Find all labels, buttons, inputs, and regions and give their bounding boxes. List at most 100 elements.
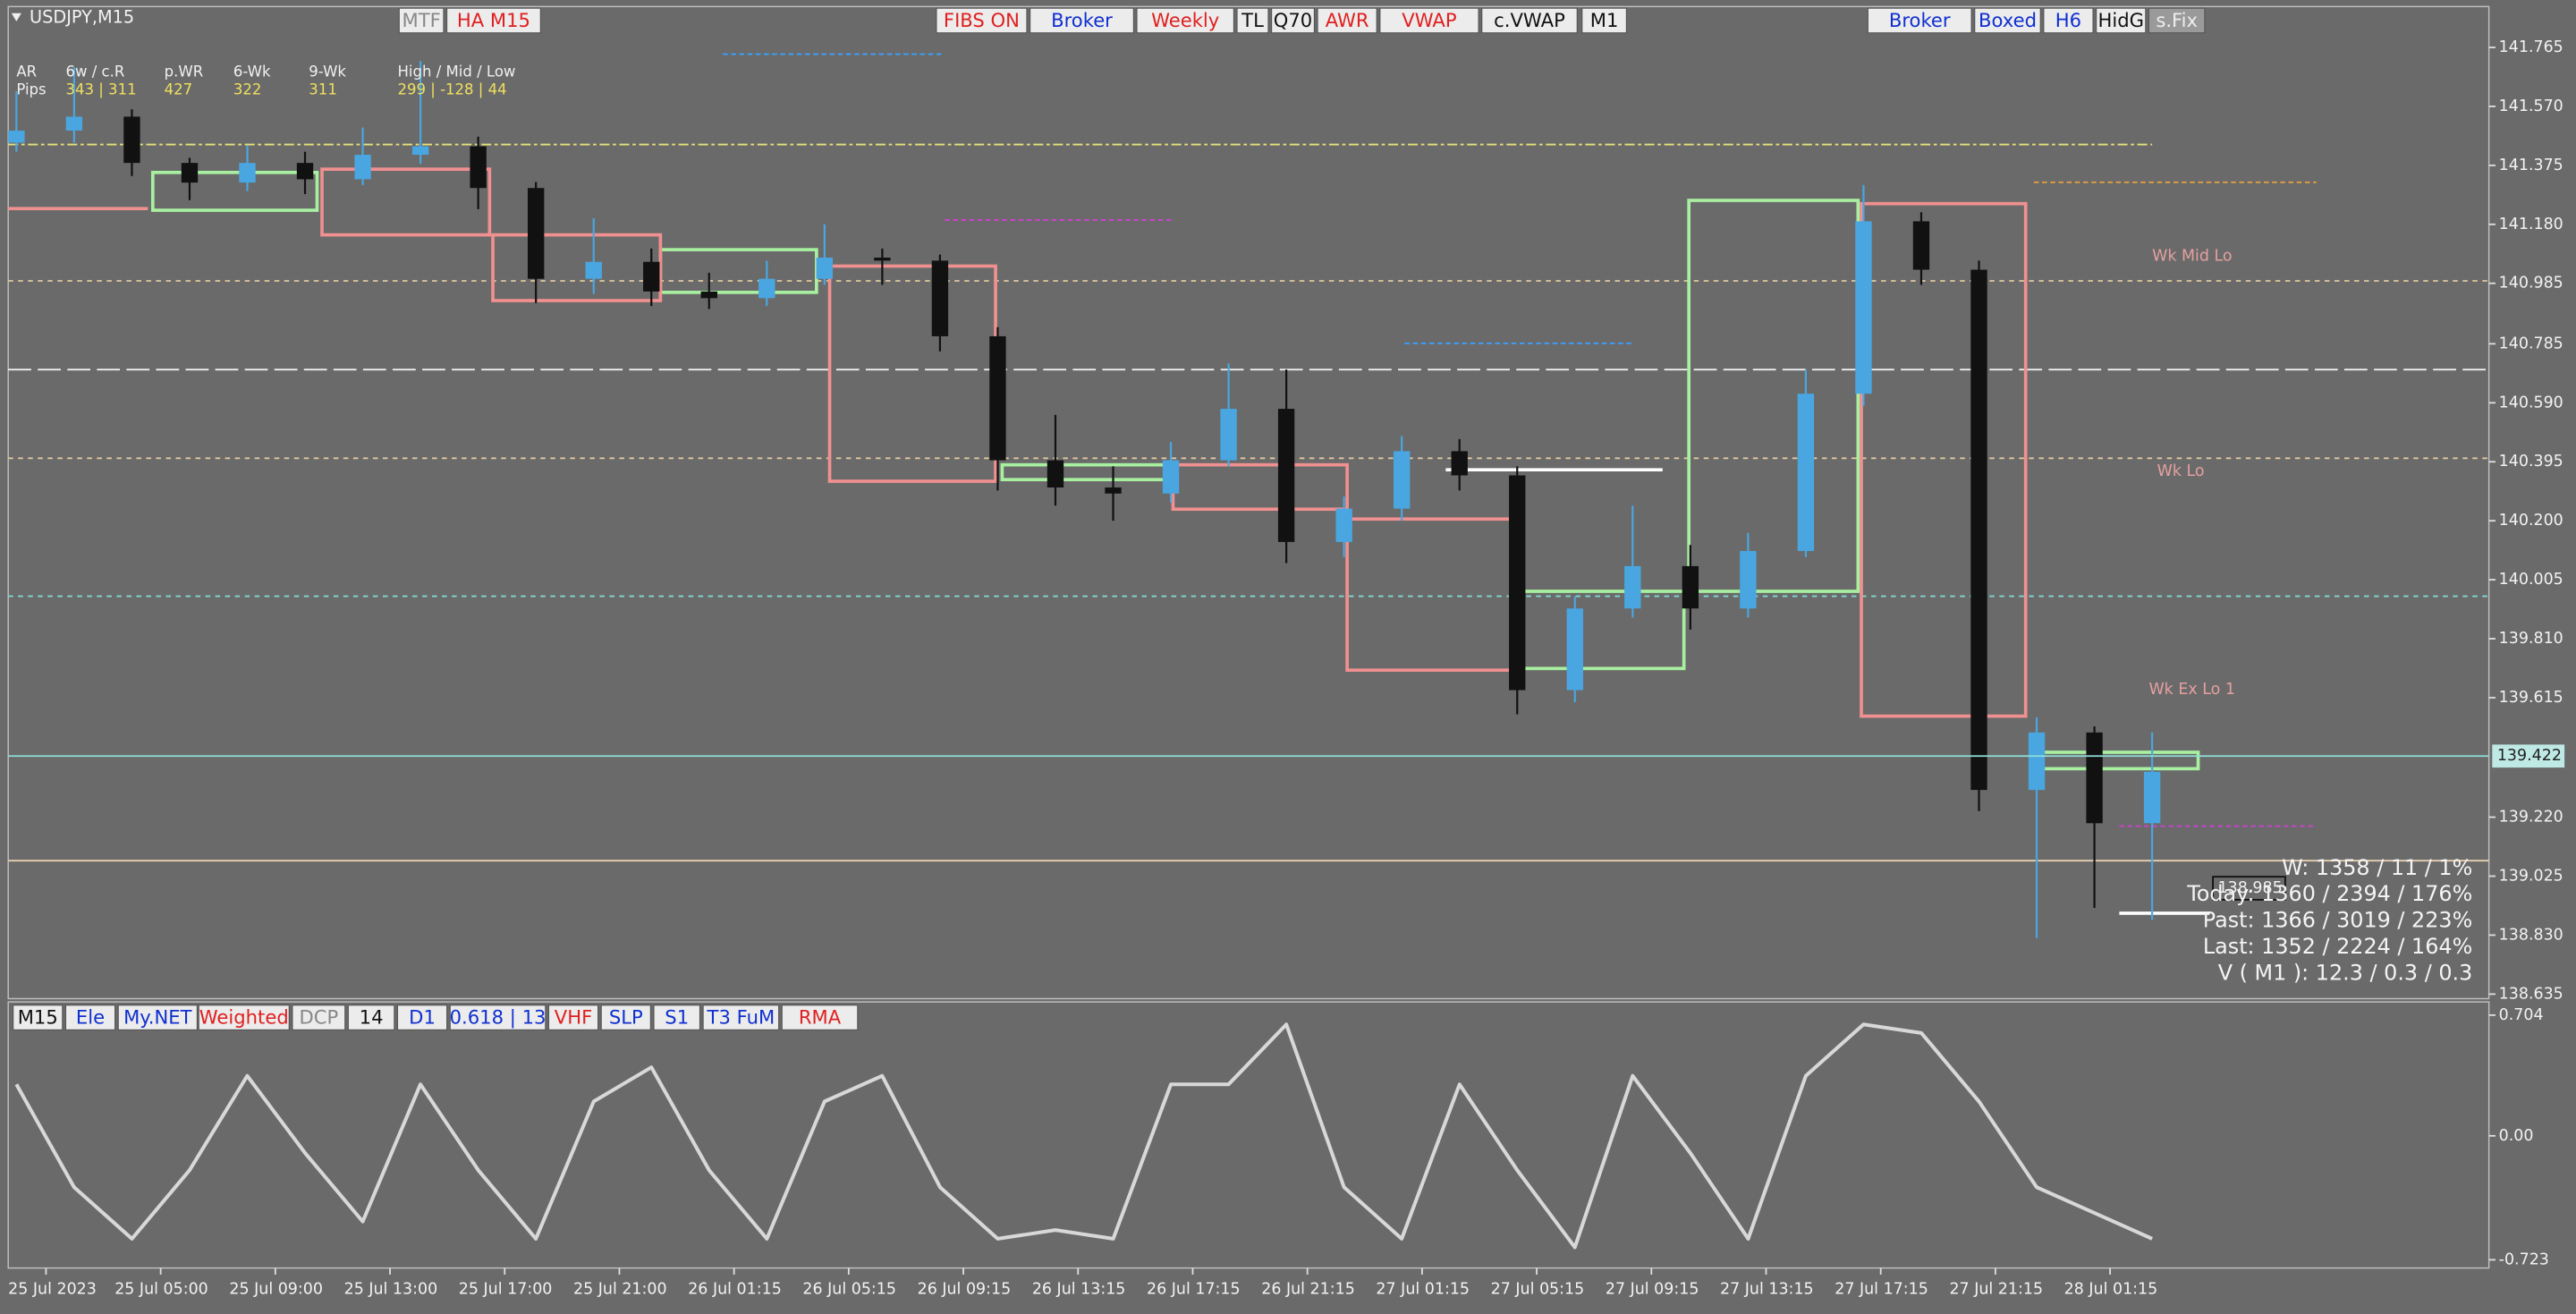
candle-body bbox=[1740, 550, 1757, 609]
button-label[interactable]: HidG bbox=[2097, 9, 2144, 31]
button[interactable] bbox=[117, 1005, 198, 1030]
button[interactable] bbox=[547, 1005, 599, 1030]
button-label[interactable]: SLP bbox=[609, 1005, 643, 1028]
button-label[interactable]: 0.618 | 13 bbox=[450, 1005, 547, 1029]
candle-body bbox=[700, 291, 717, 299]
ha-box bbox=[320, 167, 492, 237]
button-label[interactable]: TL bbox=[1241, 9, 1264, 31]
button[interactable] bbox=[64, 1005, 116, 1030]
button[interactable] bbox=[2148, 7, 2206, 34]
candle-body bbox=[816, 258, 834, 279]
y-tick-label: 139.615 bbox=[2499, 689, 2563, 707]
button[interactable] bbox=[1317, 7, 1377, 34]
button-label[interactable]: HA M15 bbox=[457, 9, 530, 31]
candle-body bbox=[1105, 487, 1122, 494]
candle-body bbox=[1855, 221, 1872, 394]
button-label[interactable]: FIBS ON bbox=[944, 9, 1020, 31]
button[interactable] bbox=[1136, 7, 1234, 34]
button[interactable] bbox=[1581, 7, 1627, 34]
y-tick-label: 0.704 bbox=[2499, 1006, 2544, 1024]
stat-line: Last: 1352 / 2224 / 164% bbox=[2203, 934, 2472, 959]
candle-body bbox=[181, 163, 199, 183]
button-label[interactable]: T3 FuM bbox=[707, 1005, 775, 1028]
y-tick-label: 140.590 bbox=[2499, 394, 2563, 411]
button-label[interactable]: DCP bbox=[299, 1005, 338, 1028]
button-label[interactable]: Weekly bbox=[1151, 9, 1219, 31]
button-label[interactable]: M1 bbox=[1590, 9, 1619, 31]
button[interactable] bbox=[347, 1005, 395, 1030]
x-tick-label: 27 Jul 21:15 bbox=[1949, 1280, 2043, 1298]
x-tick-label: 26 Jul 21:15 bbox=[1261, 1280, 1355, 1298]
osc-line bbox=[14, 1022, 2153, 1250]
x-tick-label: 26 Jul 17:15 bbox=[1147, 1280, 1241, 1298]
candle-body bbox=[989, 335, 1006, 461]
button-label[interactable]: Ele bbox=[76, 1005, 105, 1028]
y-tick-label: 139.810 bbox=[2499, 630, 2563, 648]
candle-body bbox=[2028, 732, 2046, 791]
button-label[interactable]: AWR bbox=[1326, 9, 1369, 31]
button-label[interactable]: S1 bbox=[665, 1005, 689, 1028]
candle-body bbox=[411, 146, 429, 156]
button[interactable] bbox=[396, 1005, 448, 1030]
button-label[interactable]: RMA bbox=[799, 1005, 842, 1028]
info-header: 6-Wk bbox=[233, 63, 271, 80]
button[interactable] bbox=[2096, 7, 2147, 34]
button[interactable] bbox=[781, 1005, 859, 1030]
button-label[interactable]: My.NET bbox=[123, 1005, 192, 1028]
button[interactable] bbox=[198, 1005, 290, 1030]
button[interactable] bbox=[1974, 7, 2041, 34]
button-label[interactable]: Weighted bbox=[199, 1005, 289, 1028]
button[interactable] bbox=[449, 1005, 547, 1030]
candle-body bbox=[527, 188, 545, 279]
current-price-label: 139.422 bbox=[2497, 747, 2562, 765]
button[interactable] bbox=[1271, 7, 1315, 34]
button-label[interactable]: 14 bbox=[360, 1005, 384, 1028]
button[interactable] bbox=[13, 1005, 64, 1030]
button[interactable] bbox=[398, 7, 445, 34]
candle-body bbox=[65, 116, 83, 131]
button[interactable] bbox=[1379, 7, 1479, 34]
button[interactable] bbox=[1481, 7, 1578, 34]
info-value: 343 | 311 bbox=[65, 81, 136, 97]
x-tick-label: 25 Jul 21:00 bbox=[573, 1280, 667, 1298]
candle-body bbox=[1970, 269, 1987, 791]
button-label[interactable]: s.Fix bbox=[2156, 9, 2198, 31]
candle-body bbox=[1682, 565, 1699, 609]
button-label[interactable]: Boxed bbox=[1979, 9, 2037, 31]
button[interactable] bbox=[2043, 7, 2094, 34]
info-header: 9-Wk bbox=[309, 63, 346, 80]
button[interactable] bbox=[292, 1005, 346, 1030]
button[interactable] bbox=[1030, 7, 1134, 34]
button[interactable] bbox=[446, 7, 541, 34]
button-label[interactable]: H6 bbox=[2055, 9, 2081, 31]
candle-body bbox=[758, 278, 775, 299]
button[interactable] bbox=[600, 1005, 651, 1030]
level-label: Wk Ex Lo 1 bbox=[2148, 681, 2234, 699]
button[interactable] bbox=[1236, 7, 1269, 34]
level-label: Wk Lo bbox=[2157, 462, 2205, 480]
menu-arrow[interactable] bbox=[11, 13, 21, 21]
button-label[interactable]: Broker bbox=[1051, 9, 1113, 31]
button[interactable] bbox=[936, 7, 1028, 34]
button[interactable] bbox=[1867, 7, 1972, 34]
ha-box bbox=[150, 170, 319, 212]
button-label[interactable]: Q70 bbox=[1274, 9, 1312, 31]
button[interactable] bbox=[702, 1005, 780, 1030]
button[interactable] bbox=[653, 1005, 701, 1030]
button-label[interactable]: M15 bbox=[18, 1005, 58, 1028]
button-label[interactable]: MTF bbox=[402, 9, 440, 31]
button-label[interactable]: VWAP bbox=[1402, 9, 1457, 31]
candle-body bbox=[123, 116, 140, 164]
button-label[interactable]: VHF bbox=[555, 1005, 592, 1028]
x-tick-label: 26 Jul 09:15 bbox=[918, 1280, 1012, 1298]
info-value: 299 | -128 | 44 bbox=[397, 81, 506, 97]
button-label[interactable]: c.VWAP bbox=[1494, 9, 1565, 31]
level-label: Wk Mid Lo bbox=[2152, 247, 2232, 265]
stat-line: Past: 1366 / 3019 / 223% bbox=[2203, 908, 2472, 933]
button-label[interactable]: Broker bbox=[1889, 9, 1951, 31]
button-label[interactable]: D1 bbox=[409, 1005, 436, 1028]
info-header: p.WR bbox=[165, 63, 204, 80]
candle-body bbox=[874, 258, 891, 261]
candle-body bbox=[931, 260, 949, 336]
